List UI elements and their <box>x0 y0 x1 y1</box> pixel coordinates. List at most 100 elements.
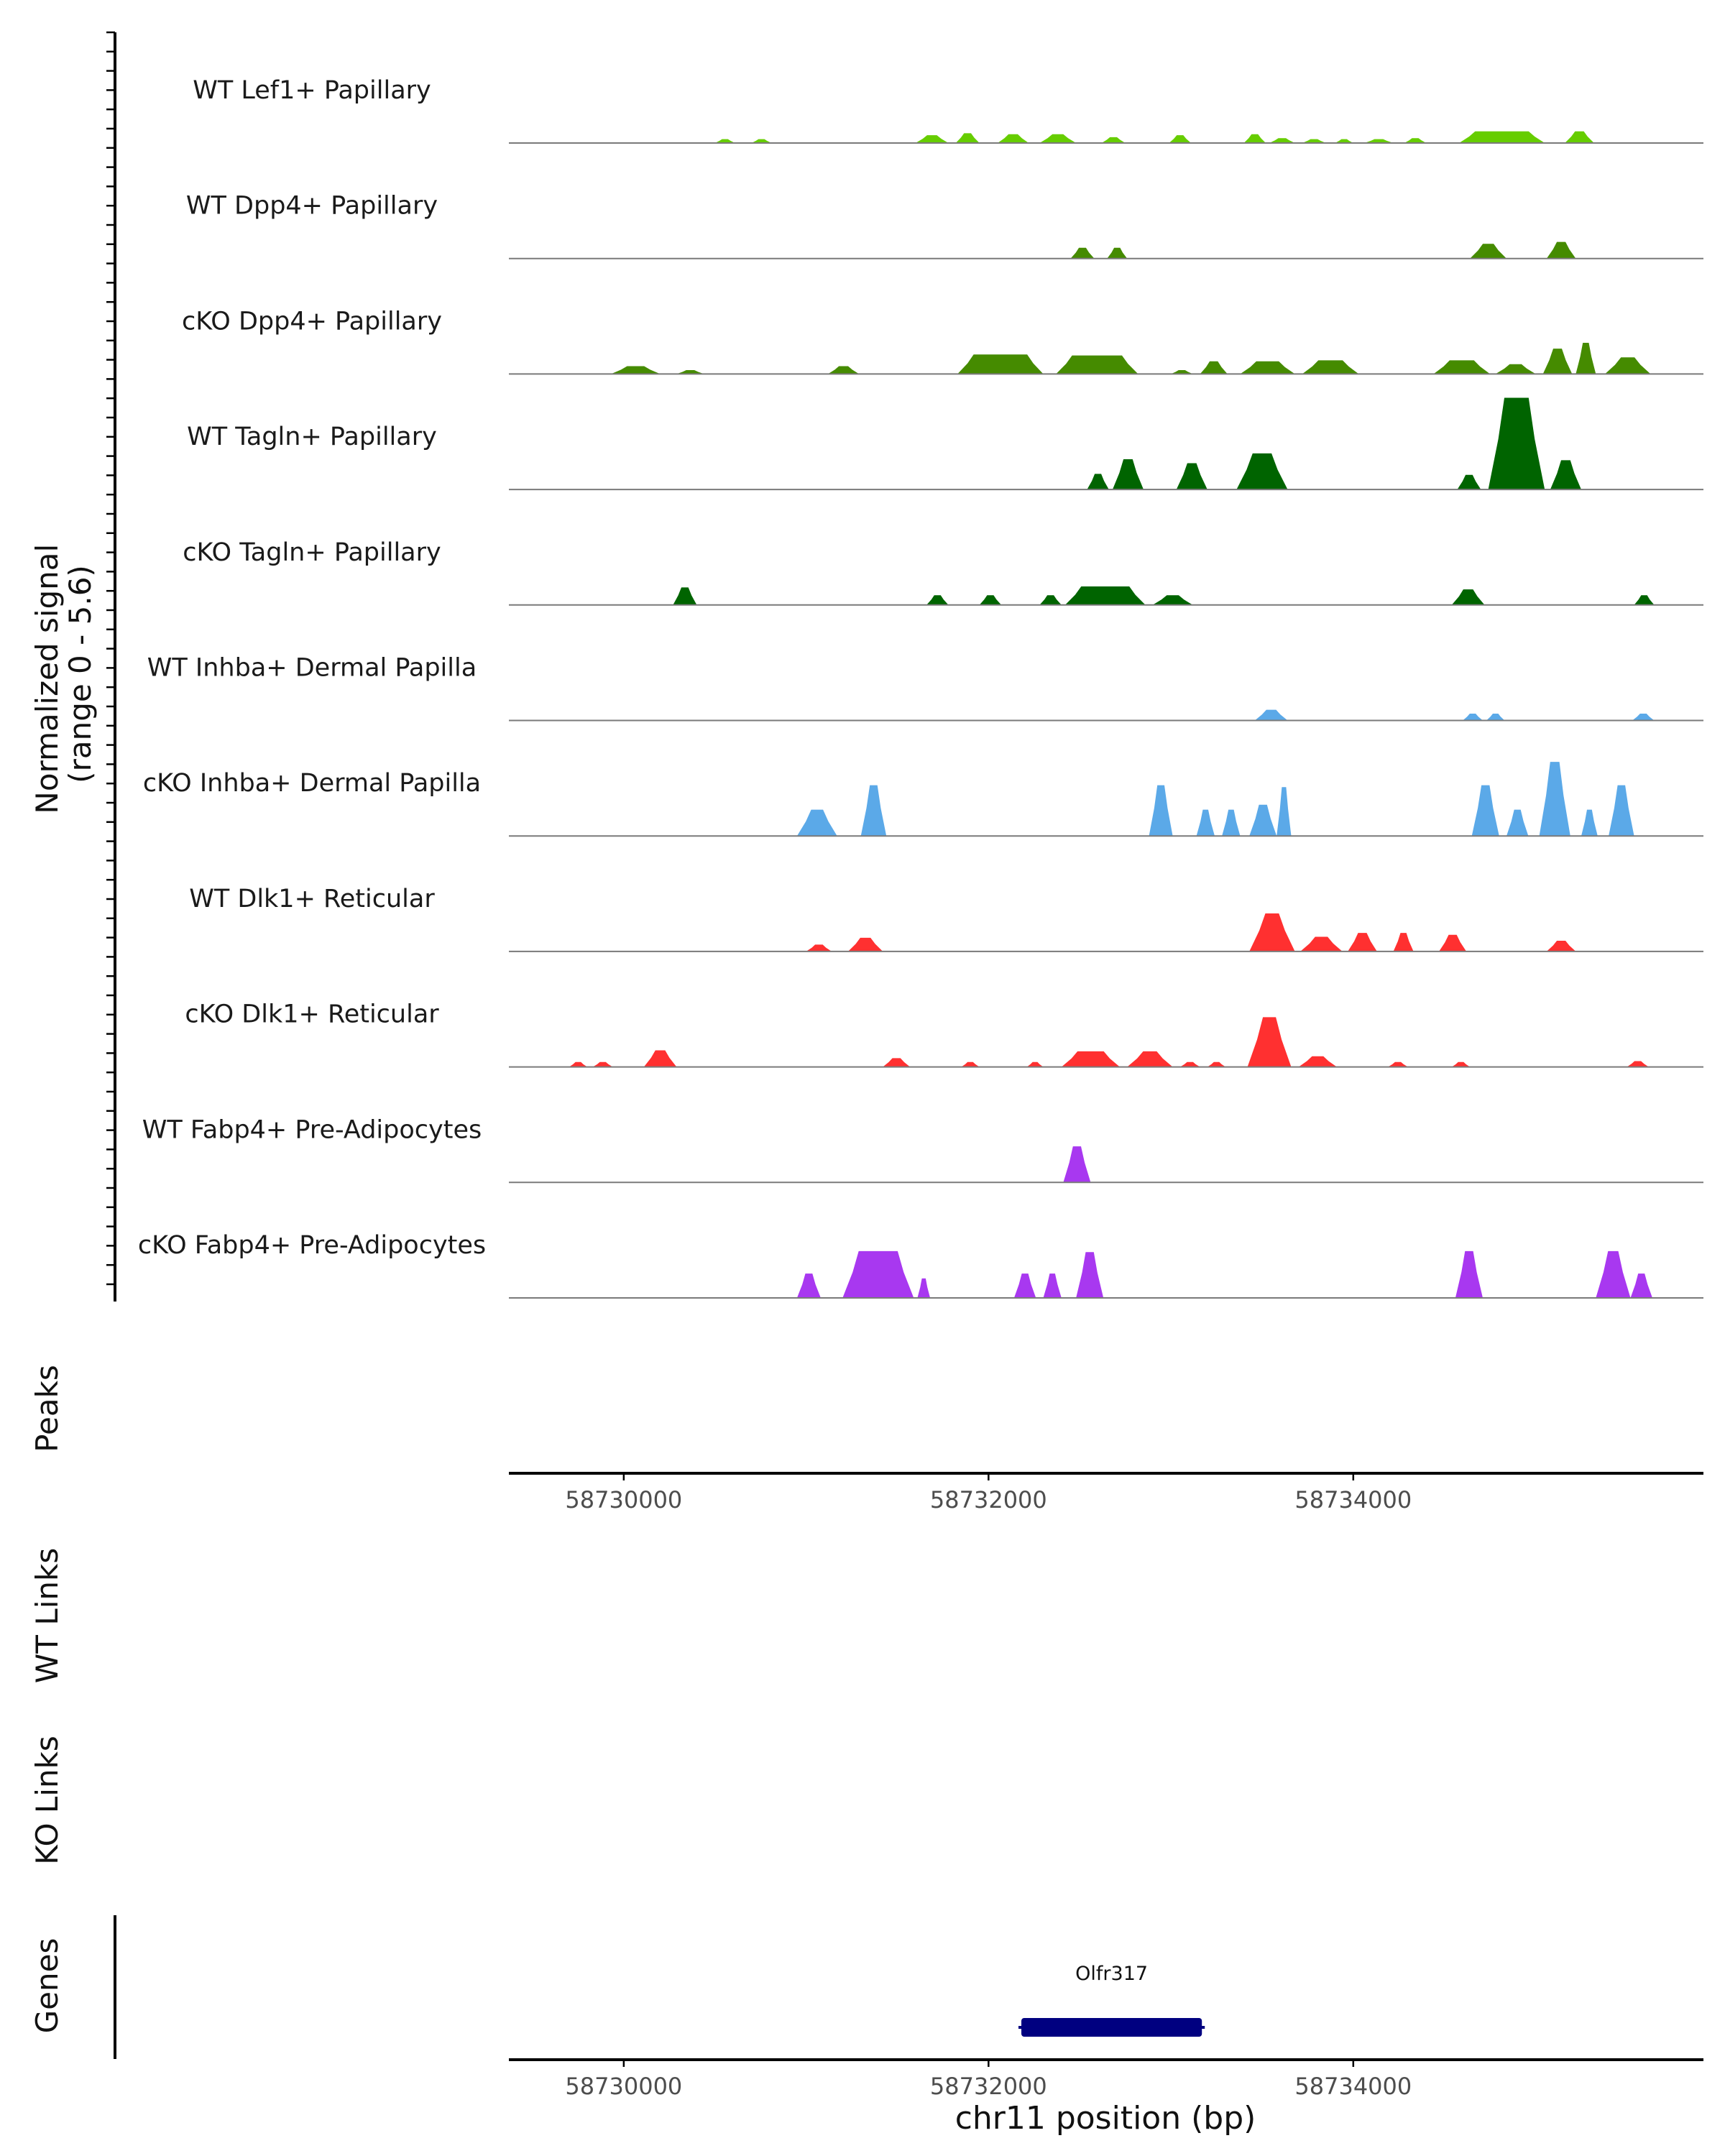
wt-links-label: WT Links <box>29 1548 65 1683</box>
signal-peak <box>1076 1252 1104 1298</box>
signal-peak <box>796 1273 821 1298</box>
signal-peak <box>1152 595 1193 605</box>
signal-peak <box>957 354 1044 374</box>
coverage-tracks: WT Lef1+ Papillary WT Dpp4+ Papillary cKO … <box>138 76 1703 1299</box>
signal-peak <box>1404 138 1427 143</box>
track-wt-tagln-papillary: WT Tagln+ Papillary <box>187 397 1703 491</box>
track-wt-inhba-dermal-papilla: WT Inhba+ Dermal Papilla <box>147 654 1703 722</box>
track-label: cKO Dlk1+ Reticular <box>185 1000 439 1029</box>
signal-peak <box>1179 1061 1200 1067</box>
signal-peak <box>1149 785 1173 837</box>
signal-peak <box>1455 1250 1483 1298</box>
track-label: WT Dpp4+ Papillary <box>186 192 438 221</box>
track-wt-dlk1-reticular: WT Dlk1+ Reticular <box>189 885 1703 952</box>
track-label: cKO Tagln+ Papillary <box>183 538 441 567</box>
signal-peak <box>611 366 661 374</box>
signal-peak <box>1550 460 1581 490</box>
signal-peak <box>1298 1056 1337 1067</box>
track-cko-fabp4-pre-adipocytes: cKO Fabp4+ Pre-Adipocytes <box>138 1231 1703 1299</box>
signal-peak <box>1276 787 1292 837</box>
signal-peak <box>1061 1051 1120 1067</box>
signal-peak <box>1171 370 1193 374</box>
signal-peak <box>1056 355 1138 374</box>
track-label: cKO Fabp4+ Pre-Adipocytes <box>138 1231 486 1260</box>
signal-peak <box>1207 1061 1226 1067</box>
signal-peak <box>806 944 832 952</box>
signal-peak <box>643 1050 677 1067</box>
signal-peak <box>1222 809 1241 837</box>
signal-peak <box>1107 247 1128 259</box>
signal-peak <box>1627 1061 1649 1067</box>
signal-peak <box>1451 1061 1471 1067</box>
signal-peak <box>751 139 772 143</box>
x-tick-label: 58732000 <box>930 2073 1047 2100</box>
x-tick-label: 58730000 <box>565 2073 682 2100</box>
gene-track: Olfr317 <box>1018 1963 1205 2037</box>
signal-peak <box>1488 397 1545 490</box>
signal-peak <box>673 587 697 605</box>
signal-peak <box>1302 139 1326 143</box>
signal-peak <box>1240 361 1295 374</box>
signal-peak <box>1596 1250 1631 1298</box>
signal-peak <box>1581 809 1598 837</box>
signal-peak <box>1101 137 1126 143</box>
x-tick-label: 58730000 <box>565 1486 682 1514</box>
signal-peak <box>1243 134 1266 143</box>
signal-peak <box>955 133 980 143</box>
signal-peak <box>848 937 883 952</box>
track-label: WT Inhba+ Dermal Papilla <box>147 654 477 683</box>
peaks-label: Peaks <box>29 1365 65 1452</box>
signal-peak <box>1070 247 1095 259</box>
track-label: WT Lef1+ Papillary <box>193 76 431 105</box>
signal-peak <box>1439 934 1467 952</box>
signal-peak <box>1112 459 1144 490</box>
genes-x-ticks: 58730000 58732000 58734000 <box>565 2060 1412 2100</box>
signal-peak <box>569 1061 588 1067</box>
signal-peak <box>828 366 860 374</box>
track-cko-dpp4-papillary: cKO Dpp4+ Papillary <box>182 307 1703 375</box>
signal-peak <box>915 135 949 143</box>
signal-peak <box>1200 361 1228 374</box>
signal-peak <box>917 1278 931 1298</box>
genes-label: Genes <box>29 1938 65 2034</box>
x-tick-label: 58734000 <box>1294 1486 1412 1514</box>
signal-peak <box>796 809 837 837</box>
x-axis-title: chr11 position (bp) <box>955 2100 1256 2137</box>
signal-peak <box>1196 809 1215 837</box>
signal-peak <box>1565 131 1594 143</box>
x-tick-label: 58732000 <box>930 1486 1047 1514</box>
signal-peak <box>1013 1273 1036 1298</box>
signal-peak <box>842 1250 914 1298</box>
track-label: cKO Inhba+ Dermal Papilla <box>143 769 481 798</box>
coverage-ylabel-line2: (range 0 - 5.6) <box>63 565 98 783</box>
track-label: cKO Dpp4+ Papillary <box>182 307 442 336</box>
signal-peak <box>1249 913 1295 952</box>
signal-peak <box>1457 474 1481 490</box>
signal-peak <box>1634 595 1655 605</box>
signal-peak <box>1236 453 1288 490</box>
track-cko-inhba-dermal-papilla: cKO Inhba+ Dermal Papilla <box>143 762 1703 837</box>
signal-peak <box>1470 244 1506 259</box>
signal-peak <box>1546 241 1576 259</box>
signal-peak <box>1609 785 1634 837</box>
signal-peak <box>1433 360 1491 374</box>
signal-peak <box>676 370 704 374</box>
signal-peak <box>1176 463 1208 490</box>
signal-peak <box>1393 933 1414 952</box>
track-wt-fabp4-pre-adipocytes: WT Fabp4+ Pre-Adipocytes <box>142 1115 1703 1184</box>
signal-peak <box>1300 936 1343 952</box>
ko-links-label: KO Links <box>29 1736 65 1865</box>
signal-peak <box>1169 135 1191 143</box>
peaks-x-ticks: 58730000 58732000 58734000 <box>565 1473 1412 1514</box>
signal-peak <box>1043 1273 1062 1298</box>
signal-peak <box>1254 709 1288 721</box>
signal-peak <box>1463 714 1483 721</box>
signal-peak <box>1302 360 1359 374</box>
signal-peak <box>1064 586 1146 605</box>
signal-peak <box>1630 1273 1652 1298</box>
signal-peak <box>1087 474 1109 490</box>
signal-peak <box>1471 785 1499 837</box>
signal-peak <box>1249 804 1277 837</box>
signal-peak <box>1459 131 1545 143</box>
signal-peak <box>860 785 887 837</box>
